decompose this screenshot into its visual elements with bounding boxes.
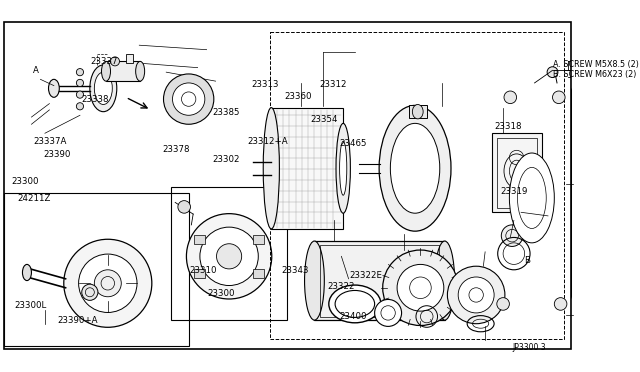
Text: 23300: 23300	[12, 177, 39, 186]
Ellipse shape	[379, 105, 451, 231]
Ellipse shape	[94, 72, 112, 105]
Ellipse shape	[216, 244, 242, 269]
Ellipse shape	[94, 270, 122, 297]
Text: 23390+A: 23390+A	[58, 316, 98, 325]
Text: 23313: 23313	[252, 80, 279, 89]
Bar	[253, 269, 264, 278]
Bar	[194, 269, 205, 278]
Ellipse shape	[102, 61, 111, 81]
Text: A: A	[33, 66, 39, 75]
Ellipse shape	[49, 79, 60, 97]
Text: 23300: 23300	[207, 289, 234, 298]
Ellipse shape	[186, 214, 272, 299]
Circle shape	[497, 298, 509, 310]
Circle shape	[447, 266, 505, 324]
Circle shape	[547, 67, 558, 77]
Circle shape	[383, 250, 458, 326]
Ellipse shape	[200, 227, 259, 286]
Text: 23337A: 23337A	[33, 137, 67, 146]
Circle shape	[458, 277, 494, 313]
Bar	[269, 32, 564, 339]
Circle shape	[178, 201, 191, 213]
Ellipse shape	[336, 124, 350, 213]
Ellipse shape	[79, 254, 137, 312]
Text: 23354: 23354	[310, 115, 338, 124]
Ellipse shape	[390, 124, 440, 213]
Ellipse shape	[90, 65, 116, 112]
Text: 23337: 23337	[91, 57, 118, 66]
Circle shape	[554, 298, 567, 310]
Ellipse shape	[22, 264, 31, 280]
Text: 23322: 23322	[328, 282, 355, 291]
Circle shape	[163, 74, 214, 124]
Text: 23343: 23343	[282, 266, 309, 275]
Circle shape	[552, 91, 565, 103]
Text: A. SCREW M5X8.5 (2): A. SCREW M5X8.5 (2)	[552, 60, 638, 68]
Text: 23322E: 23322E	[349, 270, 383, 280]
Bar	[126, 54, 133, 63]
Text: 23302: 23302	[212, 155, 240, 164]
Ellipse shape	[340, 141, 347, 195]
Text: 23312+A: 23312+A	[247, 137, 288, 146]
Polygon shape	[496, 72, 572, 326]
Text: 23360: 23360	[285, 92, 312, 101]
Circle shape	[76, 103, 84, 110]
Circle shape	[76, 68, 84, 76]
Circle shape	[374, 299, 401, 326]
Text: 24211Z: 24211Z	[17, 194, 51, 203]
Bar	[492, 133, 541, 212]
Circle shape	[501, 225, 523, 246]
Bar	[106, 61, 140, 81]
Bar	[171, 187, 287, 320]
Text: 23385: 23385	[212, 109, 240, 118]
Bar	[4, 193, 189, 346]
Text: 23390: 23390	[43, 150, 70, 159]
Polygon shape	[108, 27, 260, 153]
Circle shape	[76, 91, 84, 98]
Text: 23319: 23319	[500, 187, 527, 196]
Circle shape	[76, 79, 84, 87]
Bar	[253, 235, 264, 244]
Text: 23300L: 23300L	[14, 301, 47, 310]
Text: B. SCREW M6X23 (2): B. SCREW M6X23 (2)	[552, 70, 636, 79]
Ellipse shape	[329, 285, 381, 323]
Bar	[409, 105, 427, 118]
Bar	[314, 241, 445, 320]
Ellipse shape	[64, 239, 152, 327]
Text: 23312: 23312	[319, 80, 347, 89]
Text: 23378: 23378	[162, 145, 189, 154]
Text: 23400: 23400	[339, 312, 367, 321]
Ellipse shape	[263, 108, 280, 229]
Text: 23338: 23338	[82, 95, 109, 104]
Ellipse shape	[305, 241, 324, 320]
Circle shape	[173, 83, 205, 115]
Circle shape	[397, 264, 444, 311]
Bar	[194, 235, 205, 244]
Text: 23310: 23310	[189, 266, 217, 275]
Bar	[271, 108, 343, 230]
Circle shape	[82, 284, 98, 300]
Ellipse shape	[435, 241, 454, 320]
Text: B: B	[524, 256, 531, 264]
Text: 23318: 23318	[495, 122, 522, 131]
Text: 23465: 23465	[339, 138, 367, 148]
Circle shape	[504, 91, 516, 103]
Bar	[320, 245, 439, 317]
Text: JP3300 3: JP3300 3	[512, 343, 546, 352]
Circle shape	[111, 57, 120, 66]
Ellipse shape	[136, 61, 145, 81]
Bar	[497, 138, 537, 208]
Ellipse shape	[412, 105, 423, 119]
Ellipse shape	[509, 153, 554, 243]
